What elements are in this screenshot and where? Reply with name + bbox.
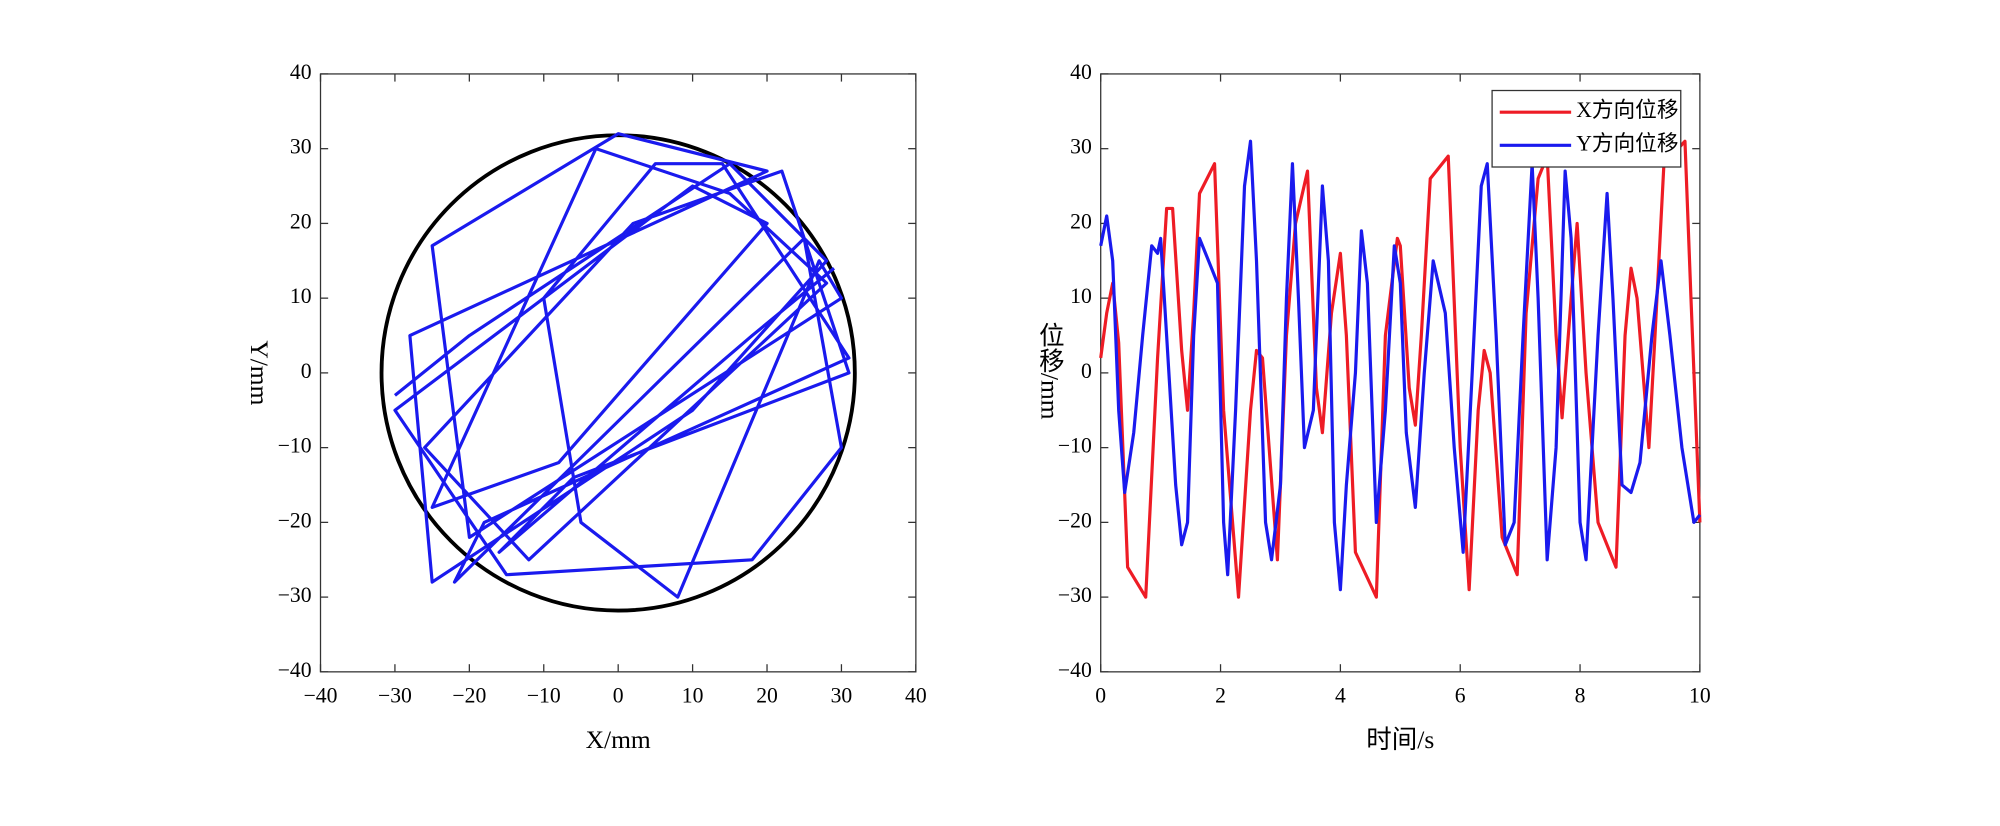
x-tick-label: 0 <box>613 683 624 707</box>
y-tick-label: 30 <box>1070 135 1092 159</box>
x-tick-label: −30 <box>378 683 412 707</box>
y-tick-label: 10 <box>290 284 312 308</box>
y-tick-label: −30 <box>1058 583 1092 607</box>
y-tick-label: −40 <box>1058 658 1092 682</box>
x-tick-label: −10 <box>527 683 561 707</box>
y-tick-label: 20 <box>290 209 312 233</box>
x-tick-label: 20 <box>756 683 778 707</box>
x-axis-label: 时间/s <box>1366 725 1434 754</box>
x-tick-label: 8 <box>1575 683 1586 707</box>
chart-panel: −40 −30 −20 −10 0 10 20 30 40 −40 −30 −20 −10 0 10 20 30… <box>245 60 927 754</box>
x-tick-label: 2 <box>1215 683 1226 707</box>
y-tick-label: −30 <box>278 583 312 607</box>
y-tick-label: −20 <box>1058 508 1092 532</box>
y-axis-label: Y/mm <box>245 340 274 405</box>
x-tick-label: −20 <box>452 683 486 707</box>
y-tick-label: −20 <box>278 508 312 532</box>
x-tick-label: 4 <box>1335 683 1346 707</box>
x-tick-label: 6 <box>1455 683 1466 707</box>
x-tick-label: 40 <box>905 683 927 707</box>
x-tick-label: −40 <box>304 683 338 707</box>
x-axis-label: X/mm <box>586 725 651 754</box>
x-tick-label: 10 <box>682 683 704 707</box>
legend-label: Y方向位移 <box>1576 131 1678 155</box>
data-line <box>1099 139 1702 592</box>
legend-label: X方向位移 <box>1576 98 1678 122</box>
data-line <box>393 132 851 599</box>
y-tick-label: 30 <box>290 135 312 159</box>
y-tick-label: 20 <box>1070 209 1092 233</box>
y-tick-label: 0 <box>1081 359 1092 383</box>
x-tick-label: 0 <box>1095 683 1106 707</box>
x-tick-label: 30 <box>831 683 853 707</box>
y-tick-label: −40 <box>278 658 312 682</box>
chart-panel: 0 2 4 6 8 10 −40 −30 −20 −10 0 10 20 30 40 时间/s 位移/mm X方向… <box>1035 60 1710 754</box>
data-line <box>1099 139 1702 599</box>
legend-box <box>1491 89 1682 168</box>
x-tick-label: 10 <box>1689 683 1711 707</box>
y-tick-label: 0 <box>301 359 312 383</box>
y-tick-label: −10 <box>1058 434 1092 458</box>
plot-area <box>1100 73 1701 673</box>
y-tick-label: 40 <box>1070 60 1092 84</box>
y-axis-label: 位移/mm <box>1035 322 1064 420</box>
y-tick-label: 40 <box>290 60 312 84</box>
y-tick-label: −10 <box>278 434 312 458</box>
y-tick-label: 10 <box>1070 284 1092 308</box>
